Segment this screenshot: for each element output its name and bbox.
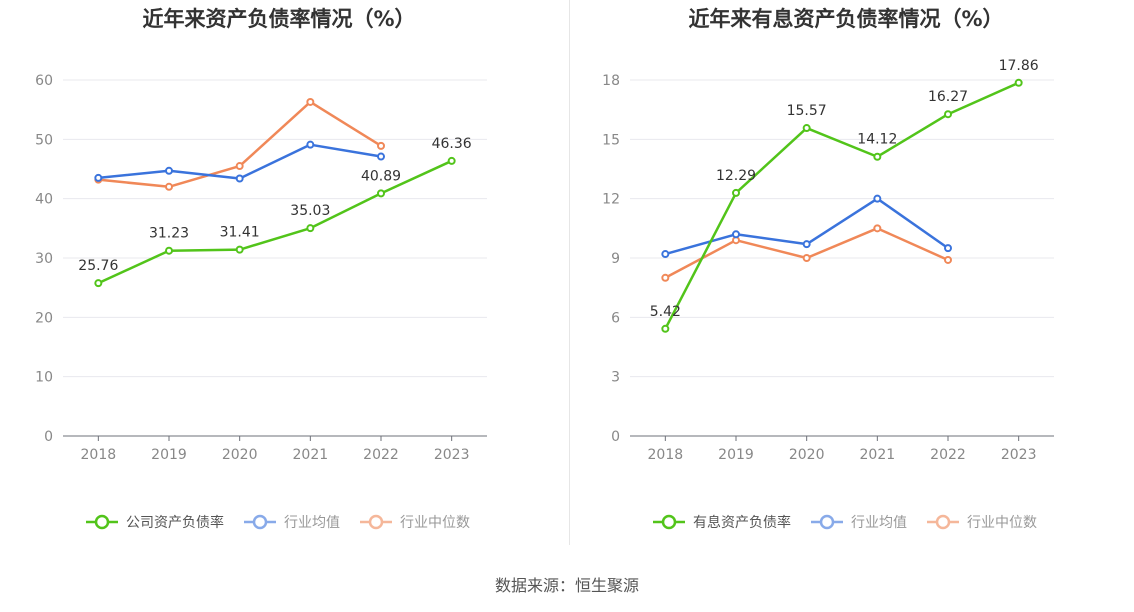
data-point-company (873, 152, 882, 161)
data-label: 46.36 (432, 136, 472, 152)
legend-marker (368, 514, 384, 530)
data-point-median (873, 224, 882, 233)
data-point-avg (165, 166, 173, 175)
legend-label: 行业均值 (284, 515, 340, 531)
y-tick-label: 9 (611, 251, 620, 267)
data-point-company (165, 246, 173, 255)
legend-label: 有息资产负债率 (693, 514, 791, 531)
data-point-avg (873, 194, 882, 203)
legend-marker (661, 514, 677, 530)
data-label: 15.57 (787, 103, 827, 119)
data-label: 14.12 (857, 132, 897, 148)
data-point-company (1014, 78, 1023, 87)
data-label: 31.23 (149, 226, 189, 242)
x-tick-label: 2022 (363, 447, 399, 463)
data-point-avg (306, 140, 315, 149)
y-tick-label: 6 (611, 310, 620, 326)
data-point-company (94, 279, 103, 288)
data-point-avg (94, 173, 103, 182)
chart-title: 近年来资产负债率情况（%） (142, 7, 415, 31)
y-tick-label: 50 (35, 132, 53, 148)
x-tick-label: 2019 (151, 447, 187, 463)
legend-marker (94, 514, 110, 530)
y-tick-label: 60 (35, 73, 53, 89)
x-tick-label: 2023 (434, 447, 470, 463)
y-tick-label: 10 (35, 370, 53, 386)
data-point-median (661, 273, 670, 282)
y-tick-label: 30 (35, 251, 53, 267)
data-label: 5.42 (650, 304, 681, 320)
interest-bearing-liability-ratio-chart: 近年来有息资产负债率情况（%） 0 3 6 9 12 15 18 2018 2019 2020 202… (602, 7, 1054, 531)
data-label: 40.89 (361, 168, 401, 184)
data-point-avg (802, 240, 811, 249)
right-chart-panel: 近年来有息资产负债率情况（%） 0 3 6 9 12 15 18 2018 2019 2020 202… (567, 0, 1134, 560)
legend-label: 行业中位数 (967, 515, 1037, 531)
x-tick-label: 2021 (860, 447, 896, 463)
data-point-avg (235, 174, 244, 183)
y-tick-label: 0 (611, 429, 620, 445)
series-line-company (664, 81, 1020, 330)
legend-item-avg: 行业均值 (244, 514, 340, 531)
y-tick-label: 3 (611, 370, 620, 386)
data-label: 31.41 (220, 225, 260, 241)
data-label: 35.03 (290, 203, 330, 219)
x-tick-label: 2018 (648, 447, 684, 463)
data-point-avg (732, 230, 740, 239)
data-point-avg (661, 250, 670, 259)
legend-item-avg: 行业均值 (811, 514, 907, 531)
data-label: 25.76 (78, 258, 118, 274)
data-point-avg (377, 152, 385, 161)
data-point-company (944, 110, 952, 119)
legend-item-median: 行业中位数 (360, 514, 470, 531)
left-chart-panel: 近年来资产负债率情况（%） 0 10 20 30 40 50 60 2018 2019 2020 20… (0, 0, 567, 560)
legend-marker (819, 514, 835, 530)
legend-marker (252, 514, 268, 530)
legend-item-median: 行业中位数 (927, 514, 1037, 531)
data-point-company (661, 324, 670, 333)
data-point-company (802, 124, 811, 133)
asset-liability-ratio-chart: 近年来资产负债率情况（%） 0 10 20 30 40 50 60 2018 2019 2020 20… (35, 7, 487, 531)
data-point-median (306, 97, 315, 106)
data-point-company (377, 189, 385, 198)
legend-label: 行业均值 (851, 515, 907, 531)
data-point-company (235, 245, 244, 254)
data-point-median (165, 182, 173, 191)
series-line-company (97, 159, 453, 285)
legend-label: 公司资产负债率 (126, 514, 224, 531)
legend-item-company: 有息资产负债率 (653, 514, 791, 531)
data-point-company (447, 156, 456, 165)
data-label: 16.27 (928, 89, 968, 105)
x-tick-label: 2019 (718, 447, 754, 463)
chart-title: 近年来有息资产负债率情况（%） (688, 7, 1003, 31)
data-point-avg (944, 244, 952, 253)
y-tick-label: 20 (35, 310, 53, 326)
data-point-median (944, 255, 952, 264)
x-tick-label: 2022 (930, 447, 966, 463)
data-point-median (235, 162, 244, 171)
data-point-company (306, 224, 315, 233)
data-label: 17.86 (999, 58, 1039, 74)
x-tick-label: 2020 (789, 447, 825, 463)
data-label: 12.29 (716, 168, 756, 184)
x-tick-label: 2023 (1001, 447, 1037, 463)
series-line-avg (98, 143, 382, 180)
y-tick-label: 18 (602, 73, 620, 89)
legend-item-company: 公司资产负债率 (86, 514, 224, 531)
y-tick-label: 12 (602, 192, 620, 208)
x-tick-label: 2020 (222, 447, 258, 463)
x-tick-label: 2018 (81, 447, 117, 463)
data-source-note: 数据来源：恒生聚源 (494, 576, 639, 595)
data-point-median (802, 254, 811, 262)
y-tick-label: 15 (602, 132, 620, 148)
y-tick-label: 0 (44, 429, 53, 445)
data-point-company (732, 188, 740, 197)
legend-marker (935, 514, 951, 530)
y-tick-label: 40 (35, 192, 53, 208)
series-line-median (664, 227, 949, 279)
x-tick-label: 2021 (293, 447, 329, 463)
legend-label: 行业中位数 (400, 515, 470, 531)
data-point-median (377, 141, 385, 150)
panel-divider (569, 0, 570, 545)
